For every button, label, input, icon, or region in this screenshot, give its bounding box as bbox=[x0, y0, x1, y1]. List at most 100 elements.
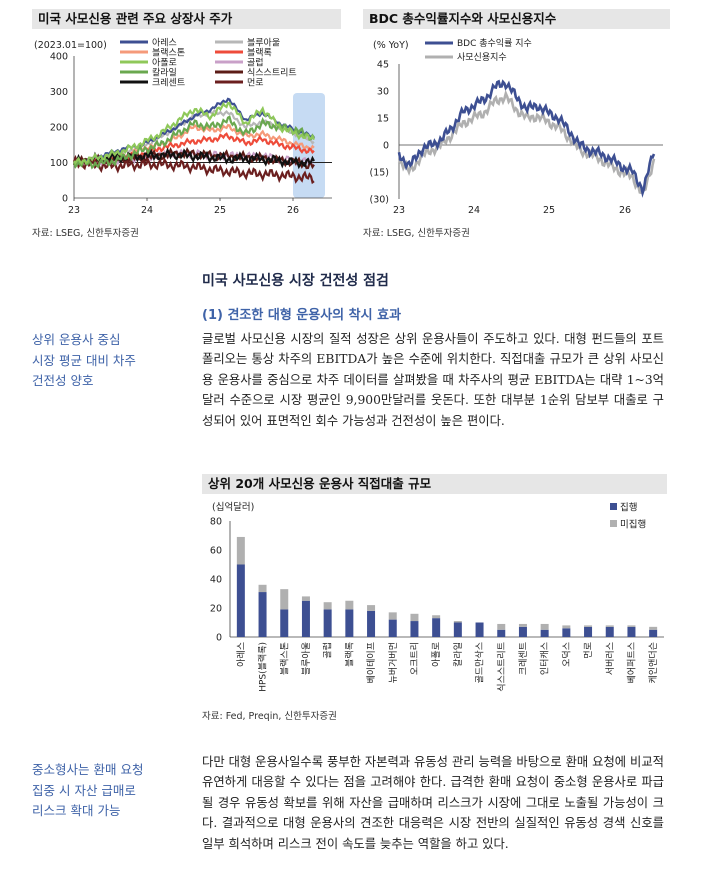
bar-executed bbox=[280, 609, 289, 637]
bar-unexecuted bbox=[605, 625, 614, 627]
y-tick-label: 200 bbox=[50, 123, 68, 134]
y-tick-label: 20 bbox=[210, 604, 222, 615]
bar-unexecuted bbox=[301, 596, 310, 601]
bar-executed bbox=[345, 609, 354, 637]
category-label: 식스스트리트 bbox=[496, 642, 507, 692]
legend-label: 미집행 bbox=[620, 519, 646, 531]
chart3-title: 상위 20개 사모신용 운용사 직접대출 규모 bbox=[202, 474, 667, 494]
legend-swatch bbox=[610, 503, 617, 510]
y-tick-label: (30) bbox=[369, 195, 389, 206]
bar-unexecuted bbox=[540, 623, 549, 630]
paragraph-1: 글로벌 사모신용 시장의 질적 성장은 상위 운용사들이 주도하고 있다. 대형… bbox=[202, 329, 664, 431]
legend-label: 식스스트리트 bbox=[247, 68, 297, 79]
y-tick-label: 400 bbox=[50, 52, 68, 63]
legend-label: 블랙스톤 bbox=[152, 48, 185, 59]
x-tick-label: 24 bbox=[141, 205, 153, 216]
y-tick-label: 15 bbox=[377, 114, 389, 125]
y-tick-label: 0 bbox=[383, 141, 389, 152]
y-tick-label: 100 bbox=[50, 158, 68, 169]
paragraph-1-text: 글로벌 사모신용 시장의 질적 성장은 상위 운용사들이 주도하고 있다. 대형… bbox=[202, 332, 664, 428]
bar-executed bbox=[497, 629, 506, 637]
bar-unexecuted bbox=[388, 612, 397, 620]
bar-executed bbox=[388, 619, 397, 637]
side-note-2-line-1: 중소형사는 환매 요청 bbox=[32, 762, 144, 777]
bar-unexecuted bbox=[584, 625, 593, 627]
bar-executed bbox=[453, 622, 462, 637]
paragraph-2: 다만 대형 운용사일수록 풍부한 자본력과 유동성 관리 능력을 바탕으로 환매… bbox=[202, 752, 664, 854]
legend-label: 사모신용지수 bbox=[457, 52, 507, 63]
y-tick-label: 45 bbox=[377, 60, 389, 71]
bar-executed bbox=[432, 618, 441, 637]
bar-unexecuted bbox=[562, 625, 571, 629]
chart3-unit: (십억달러) bbox=[212, 501, 254, 513]
chart2-title: BDC 총수익률지수와 사모신용지수 bbox=[363, 9, 670, 29]
side-note-2-line-2: 집중 시 자산 급매로 bbox=[32, 782, 136, 798]
chart2-svg: (% YoY) 45 30 15 0 (15) (30) 23 24 25 26 BDC 총수익률 지… bbox=[369, 37, 663, 216]
category-label: 칼라일 bbox=[453, 642, 464, 667]
category-label: 베이테이프 bbox=[366, 642, 377, 683]
bar-unexecuted bbox=[236, 536, 245, 565]
bar-unexecuted bbox=[453, 621, 462, 623]
category-label: 블랙록 bbox=[344, 642, 355, 667]
category-label: 오크트리 bbox=[409, 642, 420, 675]
highlight-box bbox=[293, 93, 325, 198]
category-label: 골드만삭스 bbox=[475, 642, 486, 683]
y-tick-label: 0 bbox=[216, 633, 222, 644]
x-tick-label: 25 bbox=[543, 205, 555, 216]
bar-executed bbox=[540, 629, 549, 637]
x-tick-label: 23 bbox=[68, 205, 80, 216]
bar-executed bbox=[301, 600, 310, 637]
paragraph-2-text: 다만 대형 운용사일수록 풍부한 자본력과 유동성 관리 능력을 바탕으로 환매… bbox=[202, 755, 664, 851]
bar-executed bbox=[323, 609, 332, 637]
bar-executed bbox=[410, 621, 419, 637]
bar-unexecuted bbox=[497, 623, 506, 630]
y-tick-label: (15) bbox=[369, 168, 389, 179]
category-label: 크레센트 bbox=[518, 642, 529, 675]
side-note-2-line-3: 리스크 확대 가능 bbox=[32, 803, 121, 818]
bar-unexecuted bbox=[345, 600, 354, 610]
y-tick-label: 80 bbox=[210, 517, 222, 528]
category-label: 먼로 bbox=[583, 642, 594, 659]
side-note-2: 중소형사는 환매 요청 집중 시 자산 급매로 리스크 확대 가능 bbox=[32, 760, 143, 822]
category-label: 블루아울 bbox=[301, 642, 312, 675]
category-label: 서버러스 bbox=[605, 642, 616, 675]
category-label: 블랙스톤 bbox=[279, 642, 290, 675]
bar-executed bbox=[562, 628, 571, 637]
bar-unexecuted bbox=[649, 626, 658, 630]
legend-swatch bbox=[610, 520, 617, 527]
legend-label: 칼라일 bbox=[152, 68, 177, 79]
bar-unexecuted bbox=[627, 625, 636, 627]
bar-executed bbox=[367, 610, 376, 637]
side-note-1: 상위 운용사 중심 시장 평균 대비 차주 건전성 양호 bbox=[32, 330, 136, 392]
x-tick-label: 26 bbox=[619, 205, 631, 216]
chart1-unit: (2023.01=100) bbox=[34, 40, 107, 51]
legend-label: 집행 bbox=[620, 502, 637, 514]
legend-label: 블루아울 bbox=[247, 38, 280, 49]
legend-label: 골럽 bbox=[247, 58, 264, 69]
category-label: 아폴로 bbox=[431, 642, 442, 667]
category-label: 골럽 bbox=[323, 642, 334, 659]
side-note-1-line-3: 건전성 양호 bbox=[32, 373, 94, 388]
chart1-svg: (2023.01=100)400 300 200 100 023 24 25 26 아레스 블루아… bbox=[34, 38, 332, 216]
category-label: 인터캐스 bbox=[540, 642, 551, 675]
category-label: 아레스 bbox=[236, 642, 247, 667]
section-heading: 미국 사모신용 시장 건전성 점검 bbox=[202, 273, 389, 289]
y-tick-label: 30 bbox=[377, 87, 389, 98]
chart2-unit: (% YoY) bbox=[373, 40, 409, 51]
side-note-1-line-1: 상위 운용사 중심 bbox=[32, 332, 121, 347]
section-subheading: (1) 견조한 대형 운용사의 착시 효과 bbox=[202, 308, 402, 323]
chart1-source: 자료: LSEG, 신한투자증권 bbox=[32, 228, 139, 239]
legend-label: 아레스 bbox=[152, 38, 177, 49]
chart2-source: 자료: LSEG, 신한투자증권 bbox=[363, 228, 470, 239]
category-label: 베어퍼트스 bbox=[626, 642, 637, 683]
bar-executed bbox=[258, 592, 267, 637]
legend-label: 블랙록 bbox=[247, 48, 272, 59]
side-note-1-line-2: 시장 평균 대비 차주 bbox=[32, 352, 136, 368]
series-line bbox=[72, 115, 315, 170]
legend-label: 먼로 bbox=[247, 78, 264, 89]
bar-executed bbox=[605, 626, 614, 637]
bar-executed bbox=[627, 626, 636, 637]
bar-unexecuted bbox=[432, 615, 441, 619]
x-tick-label: 25 bbox=[214, 205, 226, 216]
x-tick-label: 23 bbox=[393, 205, 405, 216]
